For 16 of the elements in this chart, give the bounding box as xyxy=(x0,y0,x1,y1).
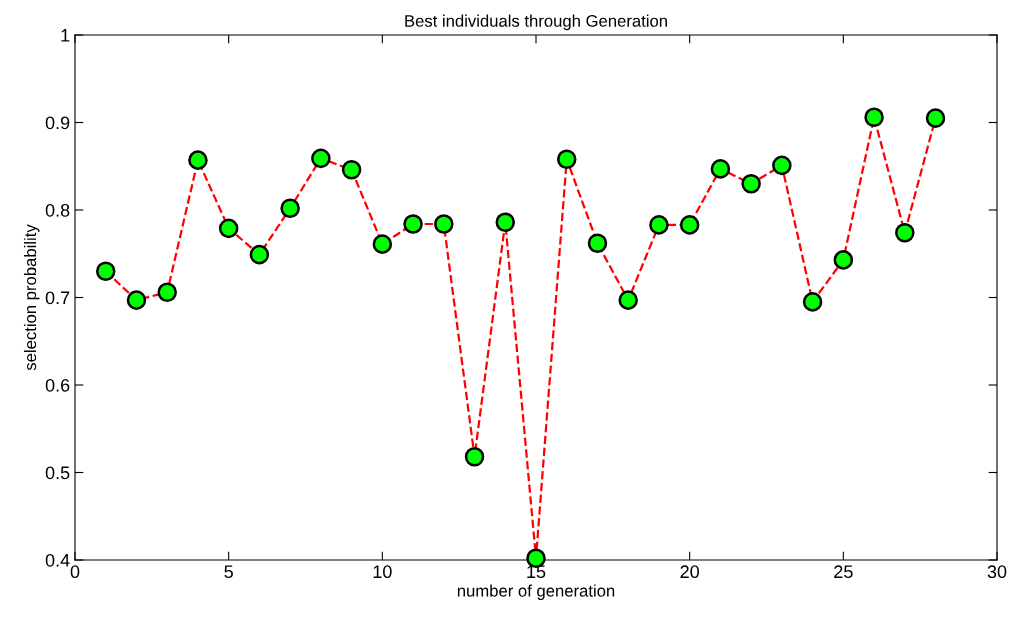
y-tick-label: 0.8 xyxy=(45,203,70,217)
y-tick-label: 0.4 xyxy=(45,553,70,567)
x-tick-label: 5 xyxy=(224,565,233,579)
y-tick-label: 0.9 xyxy=(45,116,70,130)
y-tick-label: 0.7 xyxy=(45,291,70,305)
y-tick-label: 0.5 xyxy=(45,466,70,480)
y-tick-label: 1 xyxy=(61,29,70,42)
x-tick-label: 0 xyxy=(70,565,80,579)
y-tick-label: 0.6 xyxy=(45,378,70,392)
chart-title: Best individuals through Generation xyxy=(405,14,667,31)
x-tick-label: 30 xyxy=(987,565,1007,579)
x-tick-label: 20 xyxy=(680,565,699,579)
x-tick-label: 25 xyxy=(834,565,853,579)
y-axis-title: selection probability xyxy=(23,224,40,371)
x-tick-label: 10 xyxy=(373,565,392,579)
x-axis-title: number of generation xyxy=(457,584,615,601)
